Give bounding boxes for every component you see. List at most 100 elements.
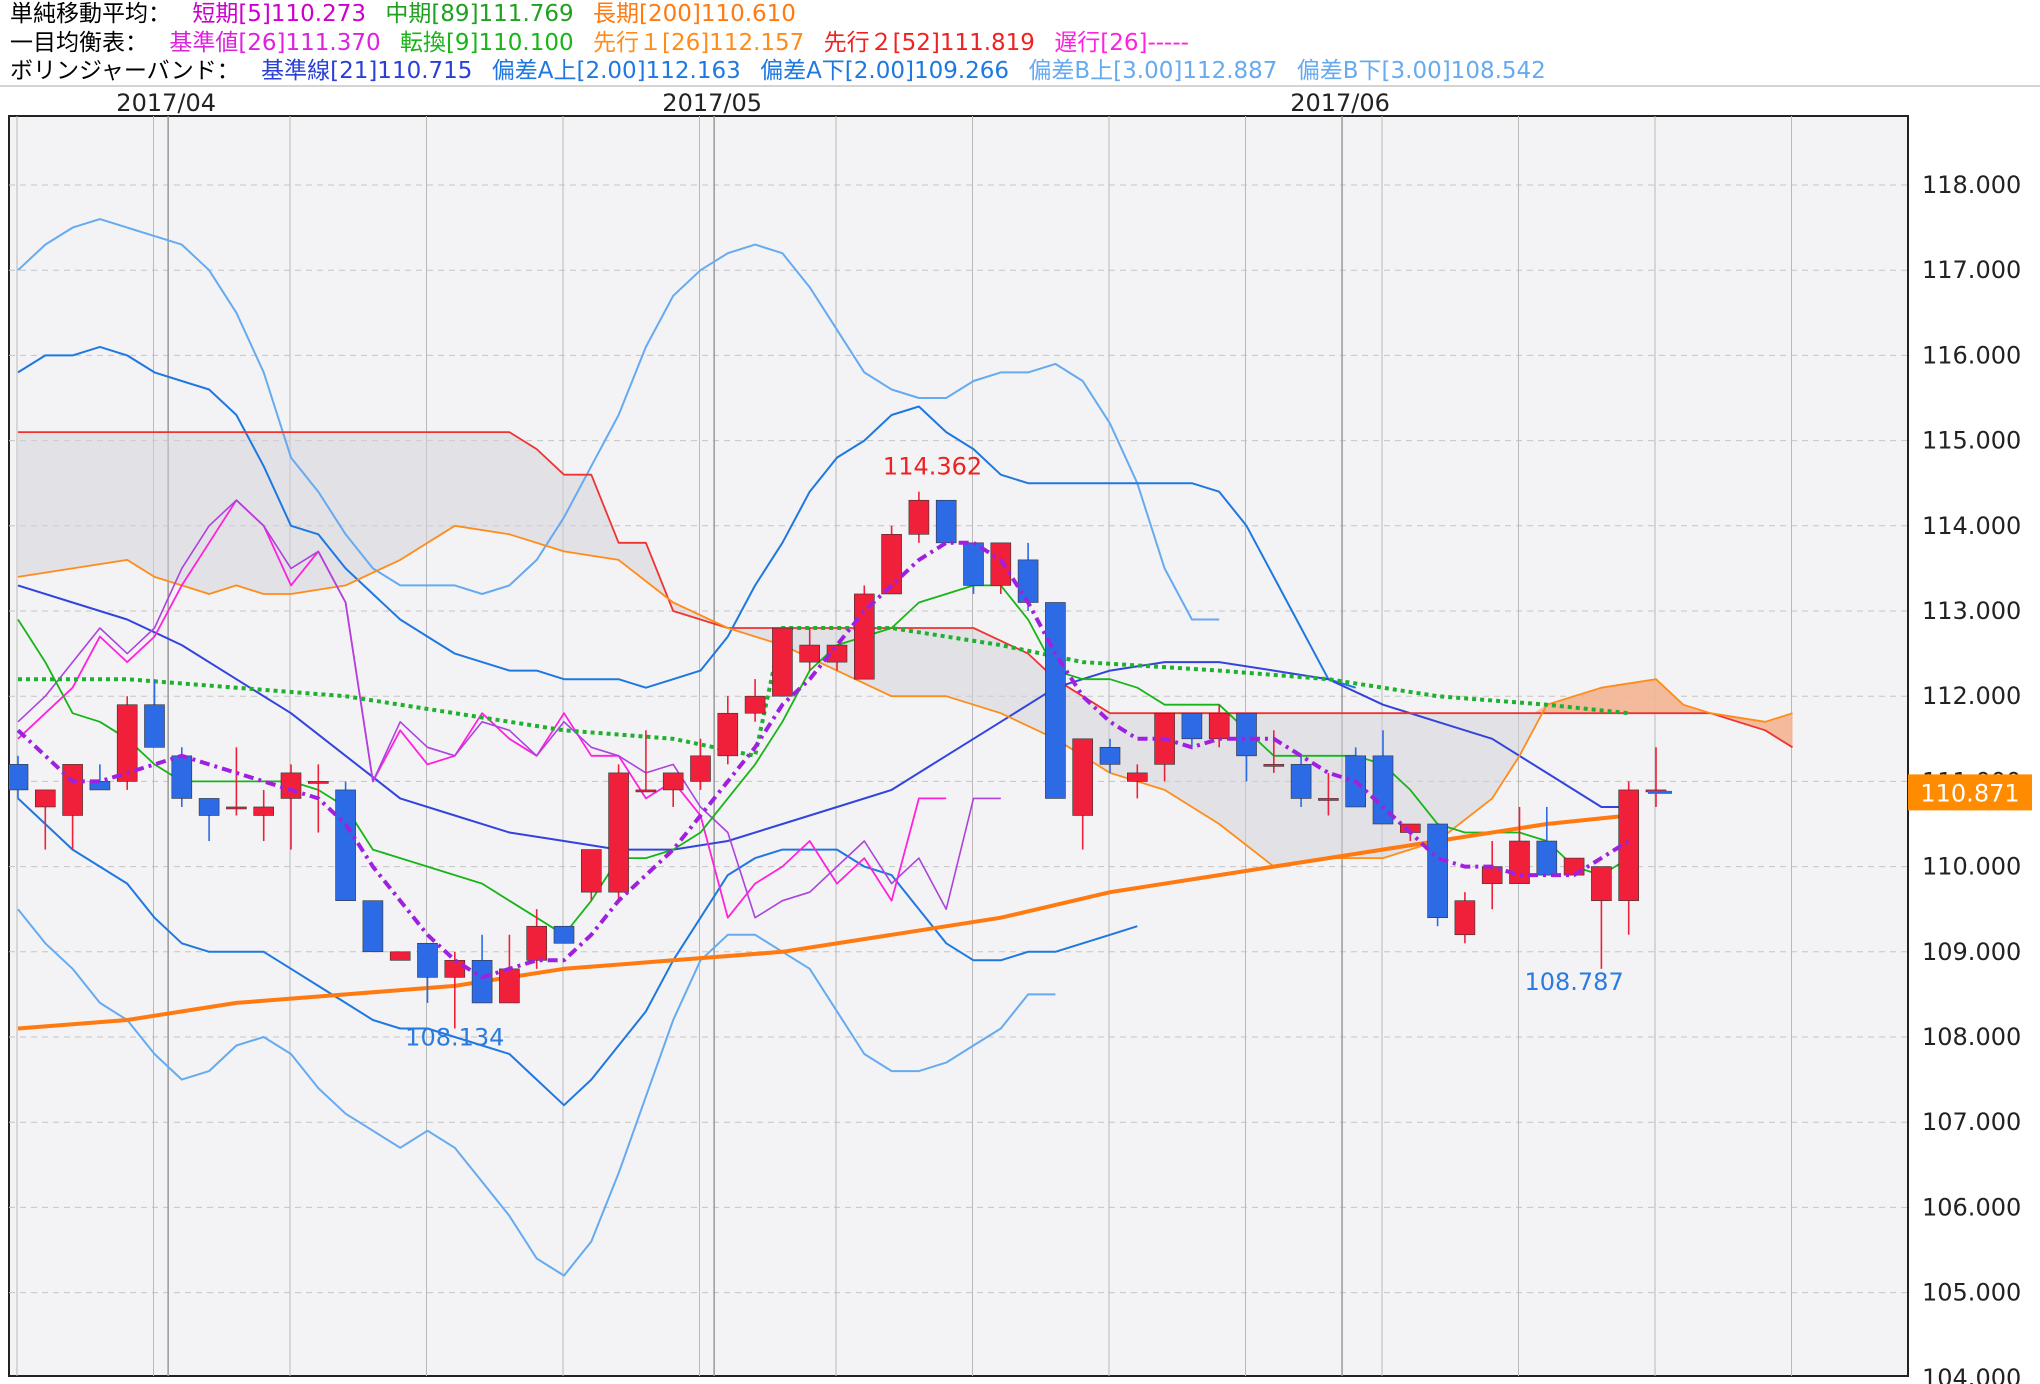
- candle-down: [553, 925, 575, 944]
- y-tick-label: 108.000: [1922, 1023, 2021, 1051]
- bollinger-3sd-lower-line: [17, 908, 1056, 1277]
- ichimoku-chikou-line: [17, 499, 947, 919]
- candle-up: [1318, 798, 1339, 801]
- candle-up: [1509, 840, 1530, 884]
- legend-ichimoku-label: 一目均衡表：: [10, 30, 148, 56]
- plot-layer: [9, 116, 1908, 1376]
- candle-down: [1536, 840, 1558, 876]
- x-month-label: 2017/06: [1290, 89, 1390, 117]
- y-tick-label: 110.000: [1922, 853, 2021, 881]
- y-tick-label: 115.000: [1922, 427, 2021, 455]
- candle-up: [526, 925, 548, 961]
- candle-up: [389, 951, 411, 961]
- candle-down: [198, 798, 220, 816]
- price-annotation: 114.362: [883, 453, 982, 481]
- legend-bb-3-lower: 偏差B下[3.00]108.542: [1296, 58, 1546, 84]
- candle-up: [499, 968, 520, 1004]
- y-tick-label: 104.000: [1922, 1364, 2021, 1384]
- legend-bb-2-lower: 偏差A下[2.00]109.266: [760, 58, 1010, 84]
- candle-down: [1099, 747, 1121, 765]
- candle-up: [1072, 738, 1093, 816]
- legend-sma-label: 単純移動平均：: [10, 1, 171, 27]
- indicator-legend: 単純移動平均： 短期[5]110.273 中期[89]111.769 長期[20…: [0, 0, 2040, 86]
- candle-up: [772, 627, 793, 697]
- candle-down: [1017, 559, 1039, 603]
- candle-down: [362, 900, 384, 953]
- x-month-label: 2017/04: [116, 89, 216, 117]
- legend-span-a: 先行１[26]112.157: [592, 30, 805, 56]
- y-tick-label: 116.000: [1922, 341, 2021, 369]
- candle-down: [1372, 755, 1394, 825]
- candle-up: [799, 644, 821, 663]
- candle-down: [963, 542, 984, 586]
- candle-up: [1127, 772, 1148, 782]
- candle-up: [280, 772, 302, 799]
- x-month-label: 2017/05: [662, 89, 762, 117]
- y-tick-label: 117.000: [1922, 256, 2021, 284]
- candle-down: [1236, 712, 1257, 757]
- legend-tenkan: 転換[9]110.100: [399, 30, 574, 56]
- legend-sma-mid: 中期[89]111.769: [385, 1, 574, 27]
- price-annotation: 108.134: [405, 1024, 504, 1052]
- candle-down: [1045, 602, 1066, 799]
- candle-up: [580, 849, 602, 893]
- candle-up: [1618, 789, 1639, 901]
- candle-up: [608, 772, 629, 893]
- current-price-box: [1908, 774, 2032, 811]
- candle-down: [144, 704, 165, 748]
- candle-down: [1181, 712, 1203, 740]
- kumo-cloud-bullish: [1519, 679, 1793, 748]
- current-price-label: 110.871: [1920, 779, 2019, 807]
- y-tick-label: 106.000: [1922, 1193, 2021, 1221]
- sma-short-line: [16, 540, 1630, 980]
- candle-up: [744, 695, 766, 714]
- candle-up: [1263, 764, 1285, 767]
- candle-up: [826, 644, 848, 663]
- candle-up: [908, 499, 930, 535]
- y-tick-label: 118.000: [1922, 171, 2021, 199]
- candle-down: [417, 942, 438, 978]
- legend-chikou: 遅行[26]-----: [1054, 30, 1189, 56]
- candle-up: [881, 534, 902, 595]
- candle-up: [307, 781, 329, 784]
- legend-bb-3-upper: 偏差B上[3.00]112.887: [1028, 58, 1278, 84]
- legend-bb-mid: 基準線[21]110.715: [261, 58, 473, 84]
- candle-up: [990, 542, 1012, 586]
- candle-up: [1454, 900, 1476, 936]
- legend-ichimoku-row: 一目均衡表： 基準値[26]111.370 転換[9]110.100 先行１[2…: [10, 29, 1201, 57]
- candle-up: [690, 755, 711, 782]
- y-tick-label: 113.000: [1922, 597, 2021, 625]
- legend-sma-short: 短期[5]110.273: [192, 1, 367, 27]
- candle-up: [62, 764, 83, 816]
- candle-up: [853, 593, 875, 680]
- bollinger-2sd-lower-line: [17, 797, 1138, 1107]
- candle-up: [226, 806, 247, 810]
- candle-down: [1427, 823, 1448, 919]
- candle-up: [444, 960, 466, 978]
- candle-down: [89, 781, 111, 791]
- legend-span-b: 先行２[52]111.819: [823, 30, 1035, 56]
- candle-up: [1591, 866, 1612, 901]
- ichimoku-kijun-line: [17, 499, 1001, 919]
- candle-down: [9, 764, 29, 791]
- price-annotation: 108.787: [1524, 968, 1623, 996]
- legend-bollinger-row: ボリンジャーバンド： 基準線[21]110.715 偏差A上[2.00]112.…: [10, 57, 1558, 85]
- bollinger-mid-line: [17, 584, 1629, 851]
- legend-sma-row: 単純移動平均： 短期[5]110.273 中期[89]111.769 長期[20…: [10, 0, 808, 28]
- legend-sma-long: 長期[200]110.610: [592, 1, 796, 27]
- legend-bb-2-upper: 偏差A上[2.00]112.163: [491, 58, 741, 84]
- legend-kijun: 基準値[26]111.370: [169, 30, 381, 56]
- candle-down: [171, 755, 193, 799]
- candle-up: [717, 712, 739, 757]
- bollinger-3sd-upper-line: [17, 218, 1220, 621]
- candle-down: [471, 960, 493, 1004]
- candle-down: [1290, 764, 1312, 799]
- candle-down: [335, 789, 356, 901]
- candle-up: [116, 704, 138, 782]
- y-tick-label: 114.000: [1922, 512, 2021, 540]
- candle-up: [253, 806, 274, 816]
- plot-area: [8, 115, 1909, 1377]
- y-tick-label: 112.000: [1922, 682, 2021, 710]
